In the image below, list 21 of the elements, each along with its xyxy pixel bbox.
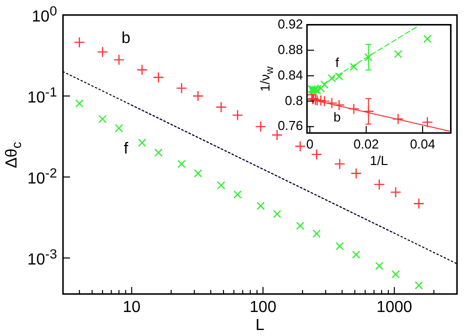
- y-tick-label: 0.8: [284, 92, 303, 108]
- series-label: b: [121, 30, 130, 48]
- series-label: f: [124, 140, 129, 158]
- y-tick-label: 10$^{-1}$: [27, 84, 57, 107]
- x-tick-label: 100: [250, 299, 276, 316]
- y-tick-label: 10$^{0}$: [32, 3, 57, 26]
- x-tick-label: 10: [122, 299, 141, 316]
- y-tick-label: 0.76: [278, 118, 303, 134]
- x-tick-label: 0.02: [354, 136, 379, 152]
- y-tick-label: 0.88: [278, 42, 303, 57]
- y-tick-label: 0.84: [278, 67, 303, 82]
- y-tick-label: 0.92: [278, 16, 303, 32]
- y-tick-label: 10$^{-2}$: [27, 165, 57, 188]
- x-tick-label: 0.04: [410, 136, 436, 152]
- series-label: f: [335, 54, 340, 70]
- series-label: b: [334, 110, 341, 125]
- x-tick-label: 1000: [376, 299, 412, 316]
- x-axis-title: L: [256, 317, 264, 334]
- y-tick-label: 10$^{-3}$: [27, 246, 57, 269]
- x-axis-title: 1/L: [370, 153, 388, 168]
- x-tick-label: 0: [306, 136, 314, 152]
